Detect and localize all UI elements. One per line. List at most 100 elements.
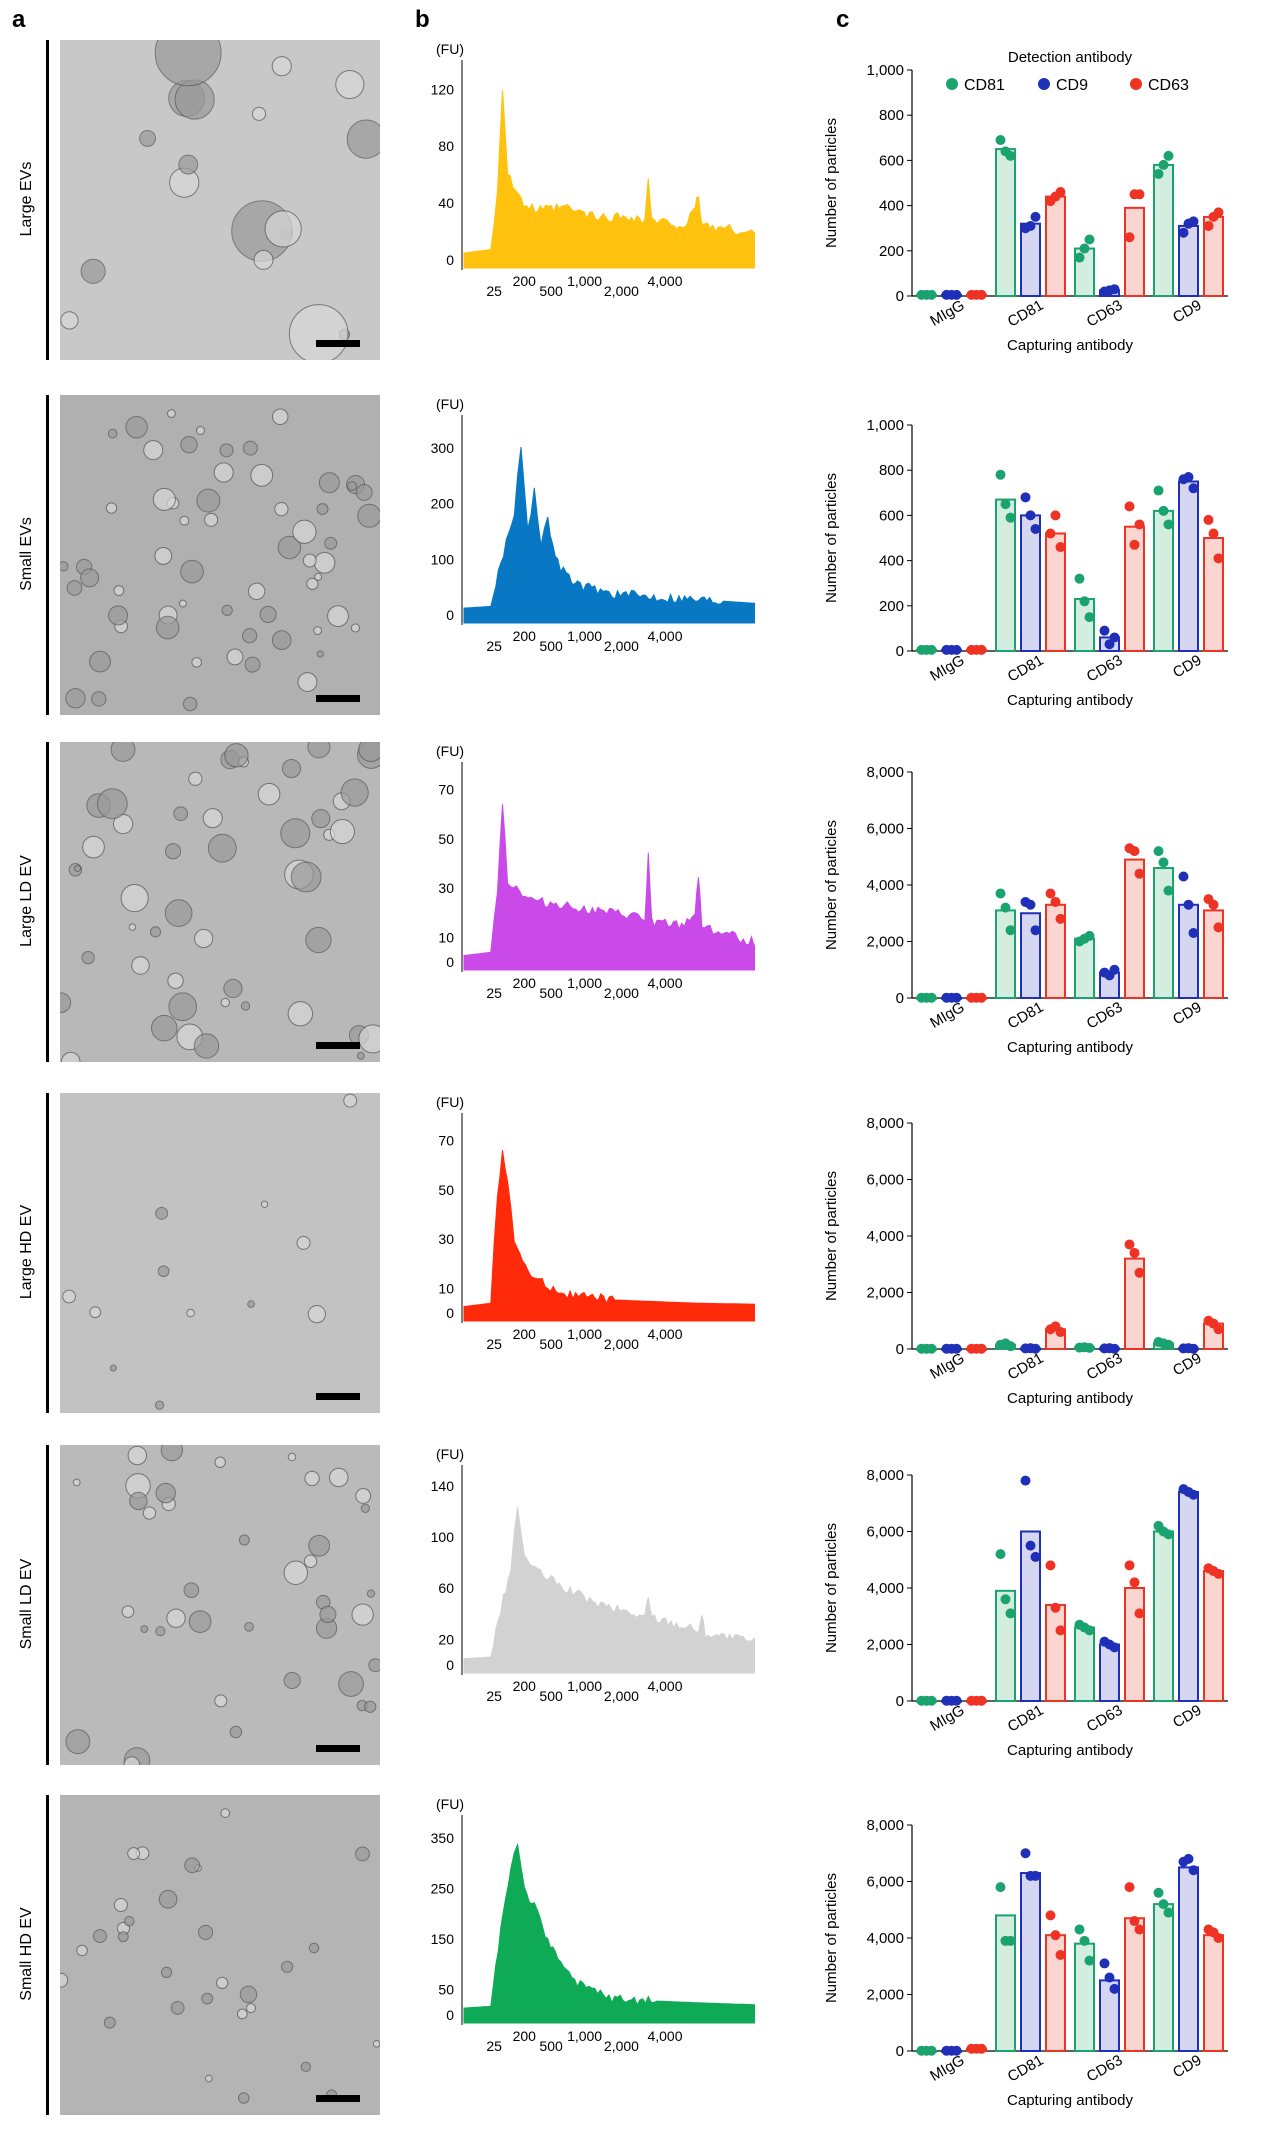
vesicle-particle xyxy=(250,463,274,487)
vesicle-particle xyxy=(259,605,277,623)
data-point xyxy=(1005,1608,1016,1619)
vesicle-particle xyxy=(201,1992,214,2005)
data-point xyxy=(1183,1853,1194,1864)
data-point xyxy=(1079,1935,1090,1946)
vesicle-particle xyxy=(180,436,198,454)
x-tick-label: 4,000 xyxy=(647,1678,682,1694)
data-point xyxy=(1030,523,1041,534)
data-point xyxy=(976,992,987,1003)
vesicle-particle xyxy=(152,487,176,511)
vesicle-particle xyxy=(305,926,332,954)
vesicle-particle xyxy=(316,650,324,658)
x-tick-label: 200 xyxy=(513,2028,537,2044)
y-axis-label: Number of particles xyxy=(823,820,840,950)
electropherogram-area xyxy=(463,804,755,971)
vesicle-particle xyxy=(271,630,292,651)
x-tick-label: 1,000 xyxy=(567,2028,602,2044)
particle-count-bar-chart: 0 2,000 4,000 6,000 8,000 Number of particles… xyxy=(823,1817,1228,2109)
vesicle-particle xyxy=(238,1534,250,1546)
legend-label: CD9 xyxy=(1056,77,1088,94)
tem-micrograph xyxy=(60,1093,380,1413)
vesicle-particle xyxy=(142,1506,157,1520)
x-tick-label: 2,000 xyxy=(604,1336,639,1352)
electropherogram-area xyxy=(463,446,755,624)
data-point xyxy=(1079,596,1090,607)
data-point xyxy=(1030,1551,1041,1562)
data-point xyxy=(951,1695,962,1706)
row-separator-bar xyxy=(46,1795,49,2115)
data-point xyxy=(1025,899,1036,910)
vesicle-particle xyxy=(205,2074,213,2083)
x-tick-label: 4,000 xyxy=(647,2028,682,2044)
x-tick-label: CD63 xyxy=(1084,2052,1126,2086)
data-point xyxy=(1183,471,1194,482)
y-tick-label: 200 xyxy=(879,243,904,260)
data-point xyxy=(976,2043,987,2054)
vesicle-particle xyxy=(149,926,162,938)
y-tick-label: 70 xyxy=(438,1133,454,1149)
bar-cd81 xyxy=(1153,163,1174,297)
data-point xyxy=(995,888,1006,899)
vesicle-particle xyxy=(207,833,237,863)
vesicle-particle xyxy=(224,743,249,768)
data-point xyxy=(1079,243,1090,254)
vesicle-particle xyxy=(363,1700,377,1713)
y-tick-label: 2,000 xyxy=(866,934,904,951)
y-axis-label: Number of particles xyxy=(823,118,840,248)
data-point xyxy=(1153,1887,1164,1898)
x-tick-label: CD81 xyxy=(1005,2052,1047,2086)
data-point xyxy=(1020,492,1031,503)
vesicle-particle xyxy=(129,1491,148,1511)
x-axis-label: Capturing antibody xyxy=(1007,1742,1133,1759)
data-point xyxy=(1025,1540,1036,1551)
bar-cd63 xyxy=(1124,206,1145,297)
y-tick-label: 0 xyxy=(896,2043,904,2060)
vesicle-particle xyxy=(372,2039,380,2048)
y-tick-label: 1,000 xyxy=(866,62,904,79)
data-point xyxy=(1109,632,1120,643)
y-tick-label: 100 xyxy=(431,1529,455,1545)
y-tick-label: 6,000 xyxy=(866,1524,904,1541)
data-point xyxy=(1188,1865,1199,1876)
x-tick-label: 1,000 xyxy=(567,628,602,644)
data-point xyxy=(1109,1983,1120,1994)
vesicle-particle xyxy=(287,1001,314,1027)
vesicle-particle xyxy=(356,1051,365,1060)
vesicle-particle xyxy=(306,577,319,591)
vesicle-particle xyxy=(257,782,281,806)
vesicle-particle xyxy=(182,696,198,712)
y-tick-label: 2,000 xyxy=(866,1637,904,1654)
data-point xyxy=(1104,1972,1115,1983)
tem-micrograph xyxy=(60,1795,380,2115)
vesicle-particle xyxy=(242,628,258,644)
data-point xyxy=(1109,964,1120,975)
data-point xyxy=(1134,1924,1145,1935)
data-point xyxy=(1005,925,1016,936)
data-point xyxy=(951,992,962,1003)
vesicle-particle xyxy=(92,1929,107,1944)
vesicle-particle xyxy=(357,503,380,528)
vesicle-particle xyxy=(219,443,234,458)
row-separator-bar xyxy=(46,1093,49,1413)
vesicle-particle xyxy=(277,535,302,560)
vesicle-particle xyxy=(226,648,244,666)
vesicle-particle xyxy=(239,1985,258,2004)
data-point xyxy=(1005,150,1016,161)
vesicle-particle xyxy=(314,572,323,581)
vesicle-particle xyxy=(340,778,369,807)
bar-cd81 xyxy=(1074,598,1095,653)
bar-cd81 xyxy=(1153,509,1174,652)
vesicle-particle xyxy=(196,426,205,436)
y-tick-label: 4,000 xyxy=(866,1930,904,1947)
vesicle-particle xyxy=(366,1589,376,1598)
x-tick-label: 4,000 xyxy=(647,628,682,644)
data-point xyxy=(951,2045,962,2056)
y-axis-label: (FU) xyxy=(436,1796,464,1812)
data-point xyxy=(1020,1475,1031,1486)
vesicle-particle xyxy=(60,561,69,572)
y-tick-label: 20 xyxy=(438,1631,454,1647)
